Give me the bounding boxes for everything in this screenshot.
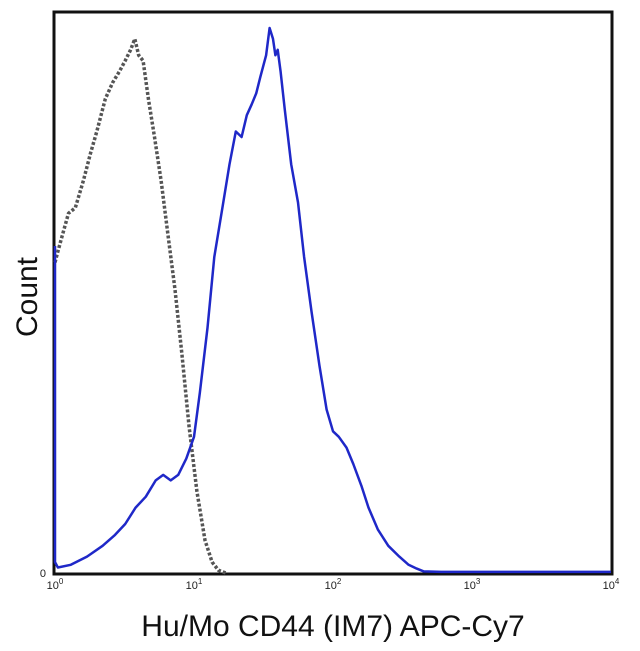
y-tick-label: 0 xyxy=(40,568,46,580)
y-axis-title: Count xyxy=(11,256,44,337)
plot-frame xyxy=(52,10,614,576)
x-axis-title: Hu/Mo CD44 (IM7) APC-Cy7 xyxy=(141,610,524,643)
series-layer xyxy=(53,26,611,575)
x-tick-label: 102 xyxy=(325,577,342,592)
series-line-dotted-control xyxy=(53,37,227,575)
x-tick-label: 104 xyxy=(603,577,620,592)
y-tick-labels: 0 xyxy=(40,568,46,580)
x-tick-label: 103 xyxy=(464,577,481,592)
x-tick-label: 100 xyxy=(47,577,64,592)
x-tick-label: 101 xyxy=(186,577,203,592)
x-tick-labels: 100 101 102 103 104 xyxy=(47,577,620,592)
series-line-solid-stained xyxy=(53,26,611,574)
